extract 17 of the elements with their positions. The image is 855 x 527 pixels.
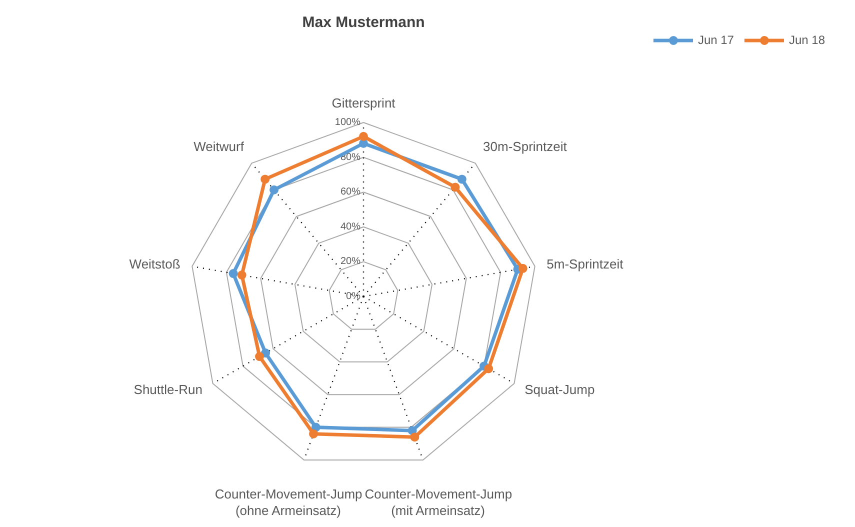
y-tick-label: 100% [334, 117, 361, 128]
spoke-label: Weitstoß [129, 256, 180, 272]
y-tick-label: 40% [340, 221, 361, 232]
spoke-label: Counter-Movement-Jump (mit Armeinsatz) [364, 486, 512, 518]
y-tick-label: 0% [346, 291, 361, 302]
spoke-label: Counter-Movement-Jump (ohne Armeinsatz) [214, 486, 362, 518]
y-tick-label: 60% [340, 186, 361, 198]
legend-label: Jun 17 [698, 33, 734, 47]
spoke-label: Weitwurf [194, 139, 244, 154]
chart-title: Max Mustermann [302, 14, 425, 31]
spoke-label: Squat-Jump [524, 382, 595, 397]
spoke-label: Shuttle-Run [134, 382, 202, 397]
y-tick-label: 20% [340, 256, 361, 268]
spoke-label: 5m-Sprintzeit [546, 256, 624, 272]
spoke-label: 30m-Sprintzeit [483, 139, 568, 154]
spoke-label: Gittersprint [332, 96, 396, 110]
legend-label: Jun 18 [788, 33, 825, 47]
